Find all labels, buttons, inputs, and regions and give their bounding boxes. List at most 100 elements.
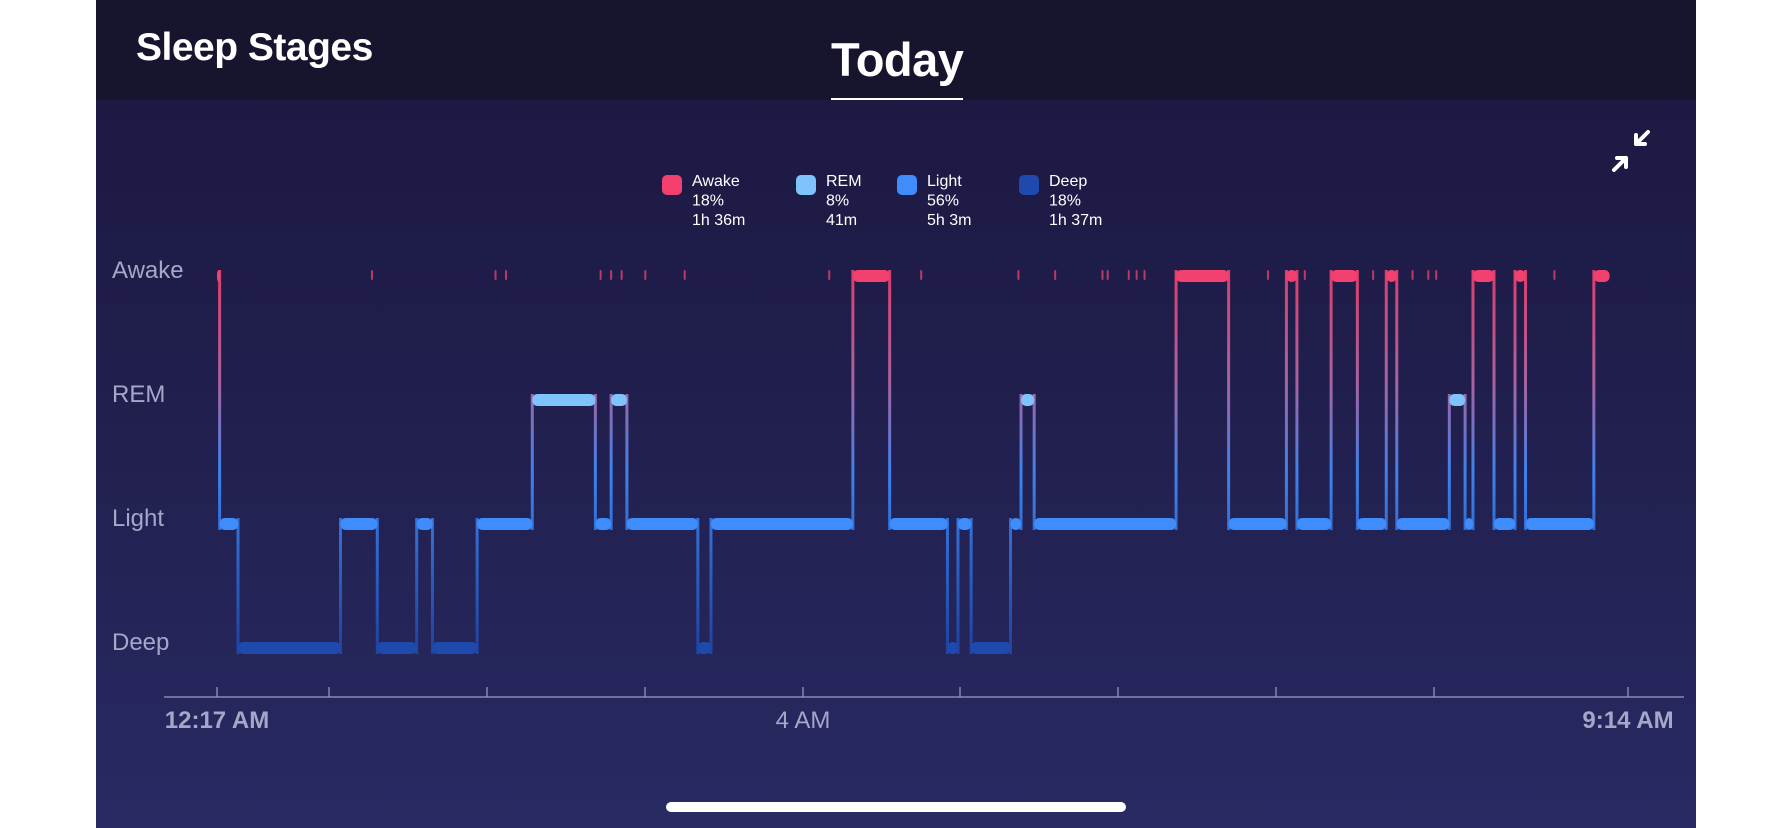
segment-deep xyxy=(238,642,341,654)
transition-line xyxy=(1395,270,1399,530)
segment-awake xyxy=(1386,270,1397,282)
transition-line xyxy=(851,270,855,530)
transition-line xyxy=(1463,394,1467,530)
x-label-mid: 4 AM xyxy=(776,707,831,734)
sleep-stages-chart: Awake REM Light Deep Awake 18% 1h 36m REM 8% 41m L… xyxy=(112,173,1684,734)
x-label-start: 12:17 AM xyxy=(165,707,269,734)
transition-line xyxy=(1513,270,1517,530)
legend-awake-duration: 1h 36m xyxy=(692,212,745,229)
transition-line xyxy=(969,518,973,654)
segment-awake xyxy=(1286,270,1297,282)
segment-light xyxy=(1357,518,1387,530)
collapse-button[interactable] xyxy=(1610,128,1658,176)
segment-deep xyxy=(377,642,417,654)
legend-deep-duration: 1h 37m xyxy=(1049,212,1102,229)
transition-line xyxy=(1174,270,1178,530)
segment-light xyxy=(710,518,853,530)
brief-awake-mark xyxy=(494,270,497,280)
segment-light xyxy=(1228,518,1287,530)
segment-deep xyxy=(697,642,711,654)
legend-rem-duration: 41m xyxy=(826,212,857,229)
transition-line xyxy=(1295,270,1299,530)
segment-awake xyxy=(852,270,890,282)
brief-awake-mark xyxy=(1135,270,1138,280)
segment-light xyxy=(1396,518,1450,530)
transition-line xyxy=(530,394,534,530)
segment-awake xyxy=(1176,270,1229,282)
legend-swatch-rem xyxy=(796,175,816,195)
transition-line xyxy=(1227,270,1231,530)
transition-line xyxy=(218,270,222,530)
brief-awake-mark xyxy=(920,270,923,280)
transition-line xyxy=(625,394,629,530)
transition-line xyxy=(609,394,613,530)
brief-awake-mark xyxy=(1127,270,1130,280)
brief-awake-mark xyxy=(371,270,374,280)
collapse-arrows-icon xyxy=(1612,130,1650,172)
segment-light xyxy=(416,518,433,530)
top-bar: Sleep Stages Today xyxy=(96,0,1696,100)
y-label-deep: Deep xyxy=(112,629,169,656)
transition-line xyxy=(1284,270,1288,530)
brief-awake-mark xyxy=(599,270,602,280)
tab-underline xyxy=(831,98,963,100)
segment-rem xyxy=(1021,394,1035,406)
segment-light xyxy=(340,518,378,530)
transition-line xyxy=(593,394,597,530)
sleep-stages-screen: Sleep Stages Today Awake REM Light Deep Awak… xyxy=(96,0,1696,828)
legend-awake-percent: 18% xyxy=(692,193,724,210)
home-indicator xyxy=(666,802,1126,812)
transition-line xyxy=(1032,394,1036,530)
transition-line xyxy=(696,518,700,654)
transition-line xyxy=(956,518,960,654)
brief-awake-mark xyxy=(828,270,831,280)
transition-line xyxy=(375,518,379,654)
x-label-end: 9:14 AM xyxy=(1582,707,1673,734)
legend-deep-label: Deep xyxy=(1049,173,1087,190)
transition-line xyxy=(945,518,949,654)
page-title: Sleep Stages xyxy=(136,26,373,69)
legend-swatch-deep xyxy=(1019,175,1039,195)
segment-light xyxy=(1465,518,1473,530)
legend-rem-percent: 8% xyxy=(826,193,849,210)
y-label-rem: REM xyxy=(112,381,165,408)
brief-awake-mark xyxy=(1553,270,1556,280)
transition-line xyxy=(338,518,342,654)
brief-awake-mark xyxy=(1054,270,1057,280)
transition-line xyxy=(1492,270,1496,530)
y-label-awake: Awake xyxy=(112,257,184,284)
brief-awake-mark xyxy=(1017,270,1020,280)
brief-awake-mark xyxy=(1106,270,1109,280)
segment-light xyxy=(1034,518,1177,530)
legend-swatch-awake xyxy=(662,175,682,195)
segment-light xyxy=(595,518,612,530)
segment-light xyxy=(219,518,239,530)
legend-light-label: Light xyxy=(927,173,962,190)
brief-awake-mark xyxy=(1303,270,1306,280)
transition-line xyxy=(1355,270,1359,530)
segment-light xyxy=(1010,518,1022,530)
brief-awake-mark xyxy=(1372,270,1375,280)
segment-awake xyxy=(1331,270,1358,282)
brief-awake-mark xyxy=(1101,270,1104,280)
transition-line xyxy=(475,518,479,654)
brief-awake-mark xyxy=(1411,270,1414,280)
transition-line xyxy=(1019,394,1023,530)
transition-line xyxy=(1447,394,1451,530)
tab-today[interactable]: Today xyxy=(831,32,964,100)
legend-awake-label: Awake xyxy=(692,173,740,190)
legend-deep-percent: 18% xyxy=(1049,193,1081,210)
segment-awake xyxy=(1515,270,1526,282)
segment-deep xyxy=(947,642,958,654)
brief-awake-mark xyxy=(1435,270,1438,280)
brief-awake-mark xyxy=(683,270,686,280)
transition-line xyxy=(415,518,419,654)
legend-light-duration: 5h 3m xyxy=(927,212,971,229)
segment-light xyxy=(626,518,698,530)
segment-deep xyxy=(432,642,478,654)
brief-awake-mark xyxy=(505,270,508,280)
brief-awake-mark xyxy=(620,270,623,280)
transition-line xyxy=(1592,270,1596,530)
brief-awake-mark xyxy=(1267,270,1270,280)
segment-light xyxy=(1493,518,1516,530)
